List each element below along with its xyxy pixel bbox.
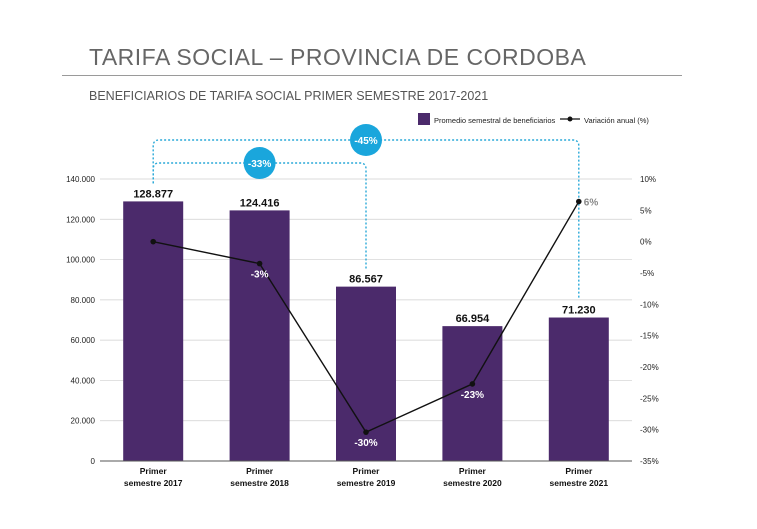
variation-point bbox=[469, 381, 476, 387]
x-axis-tick-label: semestre 2021 bbox=[549, 478, 608, 488]
bar-value-label: 124.416 bbox=[240, 197, 280, 209]
bar bbox=[548, 317, 609, 461]
x-axis-tick-label: semestre 2020 bbox=[443, 478, 502, 488]
bar-value-label: 86.567 bbox=[349, 274, 383, 286]
variation-label: -30% bbox=[354, 438, 377, 449]
left-axis-tick-label: 40.000 bbox=[71, 376, 96, 385]
chart-subtitle: BENEFICIARIOS DE TARIFA SOCIAL PRIMER SE… bbox=[89, 89, 489, 103]
right-axis-tick-label: -10% bbox=[640, 300, 659, 309]
right-axis-tick-label: -35% bbox=[640, 457, 659, 466]
right-axis-tick-label: -15% bbox=[640, 332, 659, 341]
x-axis-tick-label: Primer bbox=[459, 466, 487, 476]
x-axis-tick-label: Primer bbox=[353, 466, 381, 476]
right-axis-tick-label: 5% bbox=[640, 206, 652, 215]
bar bbox=[123, 201, 184, 461]
variation-point bbox=[150, 238, 156, 245]
bar-value-label: 128.877 bbox=[133, 188, 173, 200]
comparison-badge-label: -33% bbox=[248, 159, 271, 170]
x-axis-tick-label: semestre 2017 bbox=[124, 478, 183, 488]
axes: 0 20.000 40.000 60.000 80.000 100.000 120.000 1… bbox=[66, 175, 659, 488]
bar-series: 128.877 124.416 86.567 66.954 71.230 bbox=[123, 188, 609, 461]
x-axis-tick-label: Primer bbox=[140, 466, 168, 476]
x-axis-tick-label: semestre 2018 bbox=[230, 478, 289, 488]
legend-bar-label: Promedio semestral de beneficiarios bbox=[434, 116, 556, 125]
right-axis-tick-label: 10% bbox=[640, 175, 656, 184]
left-axis-tick-label: 120.000 bbox=[66, 215, 95, 224]
comparison-badge bbox=[243, 147, 276, 179]
variation-point bbox=[256, 260, 263, 267]
left-axis-tick-label: 100.000 bbox=[66, 256, 95, 265]
left-axis-tick-label: 20.000 bbox=[71, 417, 96, 426]
legend-line-label: Variación anual (%) bbox=[584, 116, 649, 125]
bar-value-label: 71.230 bbox=[562, 305, 596, 317]
variation-label: -23% bbox=[461, 390, 484, 401]
comparison-badge-label: -45% bbox=[354, 136, 377, 147]
right-axis-tick-label: 0% bbox=[640, 238, 652, 247]
right-axis-tick-label: -5% bbox=[640, 269, 654, 278]
variation-point bbox=[363, 429, 369, 435]
legend-line-marker bbox=[567, 116, 573, 122]
line-series: -3% -30% -23% 6% bbox=[150, 198, 599, 449]
variation-label: -3% bbox=[251, 270, 269, 281]
bar bbox=[229, 210, 290, 461]
comparison-brackets: -45% -33% bbox=[152, 124, 580, 300]
chart-title: TARIFA SOCIAL – PROVINCIA DE CORDOBA bbox=[89, 44, 587, 70]
right-axis-tick-label: -30% bbox=[640, 426, 659, 435]
variation-point bbox=[576, 198, 582, 205]
bar-value-label: 66.954 bbox=[456, 313, 491, 325]
legend-bar-swatch bbox=[418, 113, 430, 125]
variation-label: 6% bbox=[584, 198, 599, 209]
legend: Promedio semestral de beneficiarios Vari… bbox=[418, 113, 649, 125]
x-axis-tick-label: Primer bbox=[565, 466, 593, 476]
comparison-badge bbox=[350, 124, 382, 156]
right-axis-tick-label: -20% bbox=[640, 363, 659, 372]
x-axis-tick-label: Primer bbox=[246, 466, 274, 476]
title-divider bbox=[62, 75, 682, 76]
left-axis-tick-label: 140.000 bbox=[66, 175, 95, 184]
right-axis-tick-label: -25% bbox=[640, 394, 659, 403]
left-axis-tick-label: 0 bbox=[91, 457, 96, 466]
x-axis-tick-label: semestre 2019 bbox=[337, 478, 396, 488]
left-axis-tick-label: 60.000 bbox=[71, 336, 96, 345]
left-axis-tick-label: 80.000 bbox=[71, 296, 96, 305]
